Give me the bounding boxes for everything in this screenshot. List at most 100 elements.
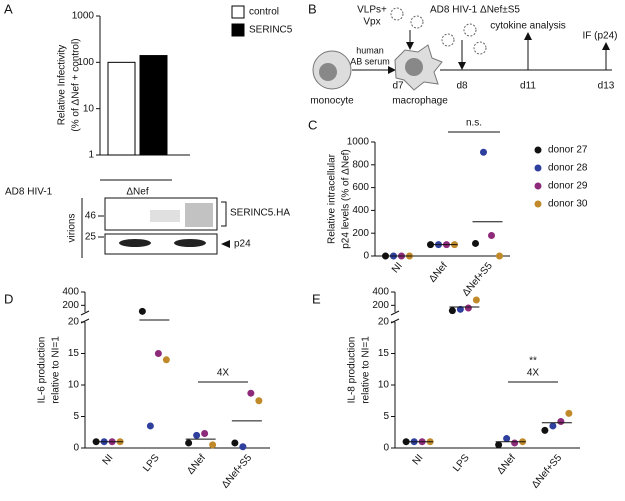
x-tick-label: ΔNef	[495, 452, 518, 476]
panel-label: D	[4, 291, 13, 306]
y-tick-label: 400	[372, 287, 389, 298]
dot	[472, 296, 480, 304]
dot	[154, 350, 162, 357]
dot	[247, 389, 255, 397]
x-tick-label: NI	[411, 453, 426, 468]
legend-swatch	[534, 146, 542, 154]
dot	[185, 439, 193, 447]
dot	[495, 441, 503, 449]
legend-swatch	[231, 23, 245, 37]
panel-label: B	[308, 1, 317, 16]
bar	[107, 61, 136, 156]
day-label: d13	[598, 81, 615, 92]
virus-icon	[441, 33, 455, 47]
y-tick-label: 600	[352, 182, 369, 193]
legend-swatch	[534, 182, 542, 190]
dot	[511, 439, 519, 447]
dot	[146, 422, 154, 430]
panel-label: E	[312, 291, 321, 306]
annotation: **	[529, 356, 537, 367]
arrowhead	[388, 66, 396, 74]
y-axis-label: IL-6 production	[37, 337, 48, 404]
arrowhead	[458, 62, 466, 70]
dot	[496, 252, 503, 260]
dot	[503, 435, 511, 443]
y-tick-label: 200	[62, 300, 79, 311]
x-tick-label: ΔNef	[126, 187, 148, 198]
y-tick-label: 15	[378, 348, 390, 359]
y-axis-label: Relative Infectivity	[57, 45, 68, 126]
virus-icon	[390, 7, 404, 21]
dot	[448, 307, 456, 315]
dot	[480, 148, 487, 156]
virus-icon	[463, 23, 477, 37]
annotation: 4X	[527, 368, 540, 379]
y-tick-label: 200	[352, 228, 369, 239]
band-label: SERINC5.HA	[230, 208, 290, 219]
y-axis-label: p24 levels (% of ΔNef)	[341, 149, 352, 249]
blot-band	[185, 203, 213, 227]
day-label: d11	[520, 81, 536, 92]
diagram-label: Vpx	[363, 17, 380, 28]
nucleus	[319, 63, 337, 81]
blot-sample-label: virions	[67, 214, 78, 243]
arrowhead	[406, 42, 414, 50]
blot-band	[174, 239, 206, 247]
annotation: n.s.	[466, 118, 482, 129]
western-blot: virions 46 25 SERINC5.HA p24	[67, 197, 290, 258]
y-tick-label: 20	[68, 317, 80, 328]
legend-label: SERINC5	[249, 25, 293, 36]
readout-label: IF (p24)	[582, 31, 617, 42]
blot-panel	[104, 233, 218, 255]
panel-label: A	[4, 1, 13, 16]
legend-label: donor 30	[548, 199, 588, 210]
dot	[201, 430, 209, 438]
legend-swatch	[534, 200, 542, 208]
y-axis-label: IL-8 production	[347, 337, 358, 404]
y-tick-label: 5	[383, 411, 389, 422]
x-tick-label: ΔNef+S5	[530, 452, 565, 490]
diagram-label: VLPs+	[357, 5, 387, 16]
legend-swatch	[231, 5, 245, 19]
x-axis-label: AD8 HIV-1	[5, 187, 53, 198]
band-label: p24	[234, 239, 251, 250]
bar	[139, 55, 168, 156]
y-tick-label: 0	[383, 443, 389, 454]
y-tick-label: 400	[62, 287, 79, 298]
y-tick-label: 100	[77, 57, 94, 68]
dot	[557, 418, 565, 426]
x-tick-label: NI	[390, 261, 405, 276]
legend-swatch	[534, 164, 542, 172]
nucleus	[405, 58, 423, 76]
y-tick-label: 200	[372, 300, 389, 311]
virus-icon	[410, 15, 424, 29]
x-tick-label: ΔNef+S5	[220, 452, 255, 490]
day-label: d7	[392, 81, 404, 92]
virus-icon	[473, 41, 487, 55]
axis-break	[80, 310, 90, 316]
blot-band	[150, 210, 180, 222]
blot-marker: 25	[85, 232, 97, 243]
blot-marker: 46	[85, 211, 97, 222]
y-tick-label: 10	[83, 103, 95, 114]
y-tick-label: 10	[378, 380, 390, 391]
y-tick-label: 0	[363, 251, 369, 262]
x-tick-label: LPS	[451, 452, 472, 474]
annotation: 4X	[217, 368, 230, 379]
dot	[162, 356, 170, 364]
y-tick-label: 400	[352, 205, 369, 216]
dot	[565, 409, 573, 417]
dot	[472, 239, 479, 247]
dot	[231, 439, 239, 447]
timeline-diagram: VLPs+ Vpx AD8 HIV-1 ΔNef±S5 human AB ser…	[310, 5, 617, 107]
cell-label: macrophage	[392, 96, 448, 107]
y-axis-label: relative to NI=1	[361, 336, 372, 404]
panel-label: C	[308, 117, 317, 132]
cell-label: monocyte	[310, 96, 354, 107]
dot	[456, 305, 464, 313]
y-tick-label: 800	[352, 159, 369, 170]
y-tick-label: 5	[73, 411, 79, 422]
legend-label: donor 28	[548, 163, 588, 174]
